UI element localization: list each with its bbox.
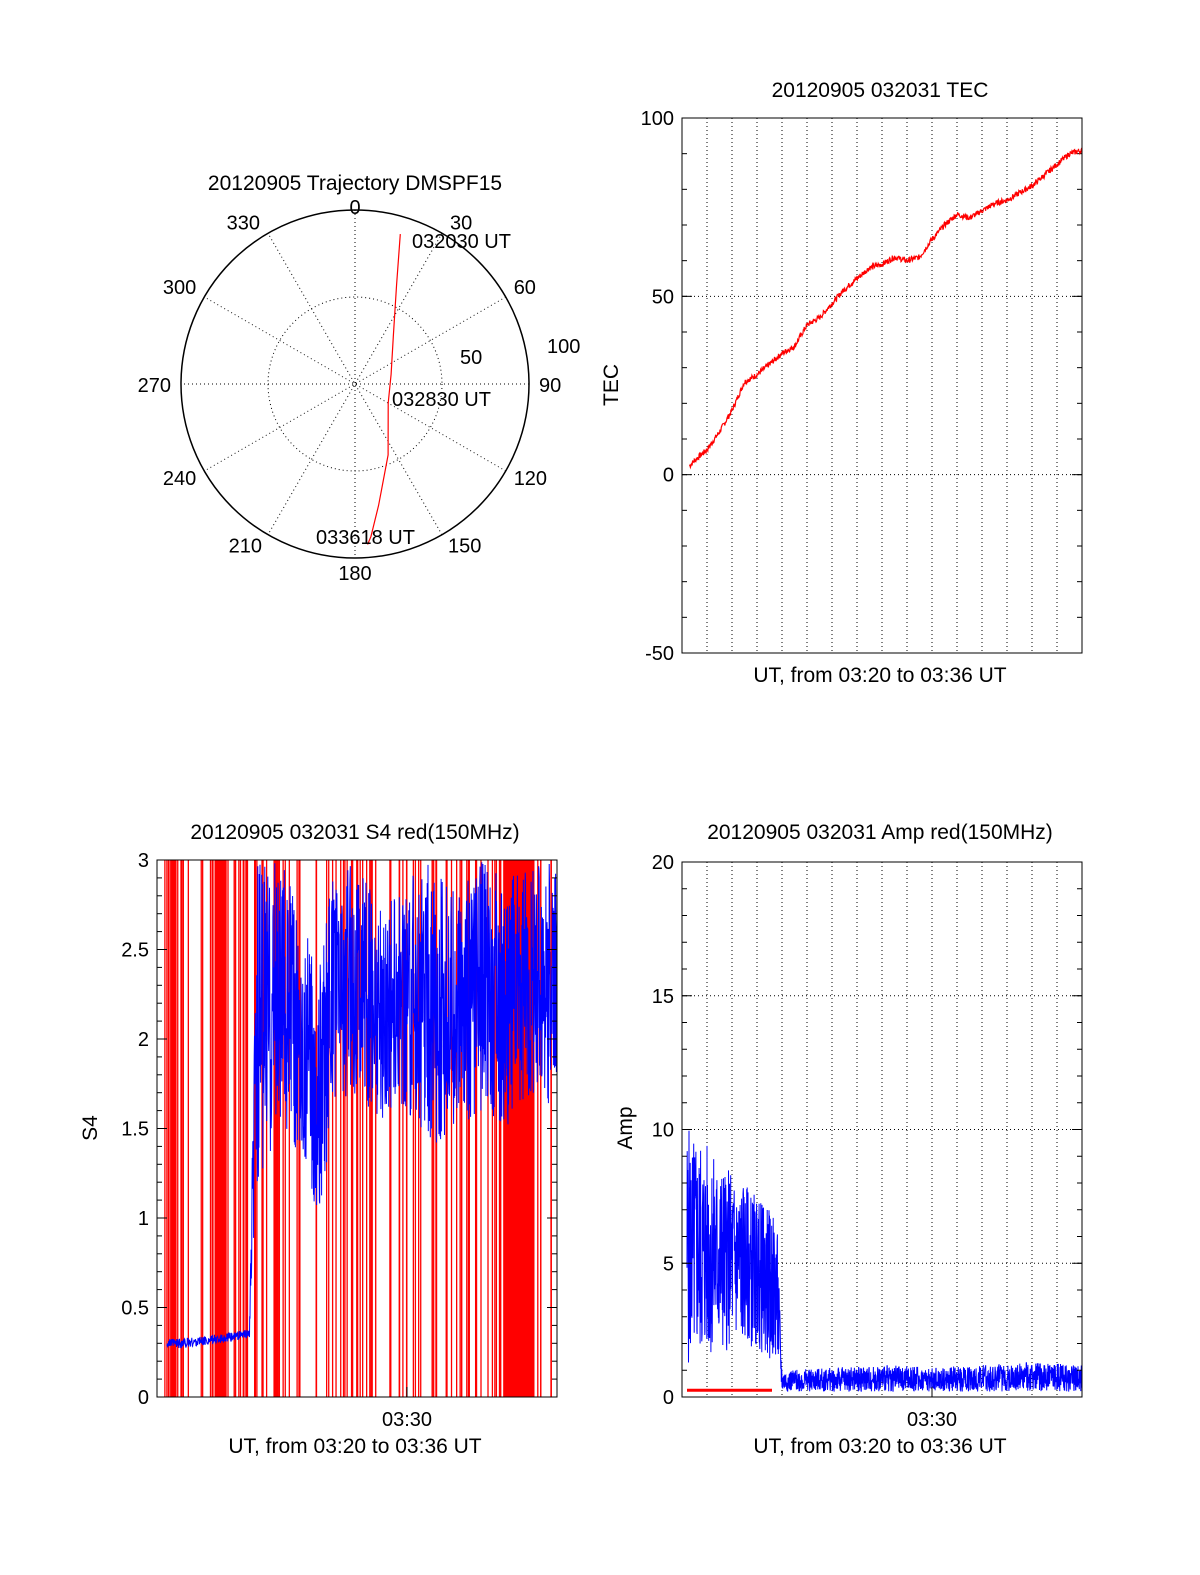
- polar-inner-ring: [267, 296, 443, 472]
- azimuth-label: 0: [349, 197, 360, 219]
- trajectory-annotations: 032030 UT 032830 UT 033618 UT: [316, 231, 511, 549]
- radial-label: 50: [460, 347, 482, 369]
- tec-ticks: -50 0 50 100: [641, 108, 1082, 665]
- y-tick-label: 0: [663, 1387, 674, 1409]
- y-tick-label: 100: [641, 108, 674, 130]
- azimuth-label: 330: [227, 212, 260, 234]
- y-tick-label: 10: [652, 1120, 674, 1142]
- y-tick-label: 15: [652, 986, 674, 1008]
- tec-series-line: [688, 147, 1083, 470]
- trajectory-annotation: 032830 UT: [392, 389, 491, 411]
- radial-label: 100: [547, 336, 580, 358]
- s4-title: 20120905 032031 S4 red(150MHz): [190, 821, 519, 844]
- y-tick-label: 0.5: [121, 1298, 149, 1320]
- azimuth-label: 240: [163, 468, 196, 490]
- x-tick-label: 03:30: [382, 1409, 432, 1431]
- y-tick-label: 2: [138, 1029, 149, 1051]
- trajectory-annotation: 032030 UT: [412, 231, 511, 253]
- y-tick-label: 0: [663, 465, 674, 487]
- s4-panel: 20120905 032031 S4 red(150MHz) 0 0.5 1 1.5 2…: [79, 821, 558, 1458]
- amp-plot-frame: [681, 861, 1083, 1398]
- azimuth-label: 30: [450, 212, 472, 234]
- azimuth-label: 60: [514, 277, 536, 299]
- amp-blue-series: [686, 1130, 1083, 1392]
- y-tick-label: 1.5: [121, 1119, 149, 1141]
- polar-trajectory-panel: 20120905 Trajectory DMSPF15 0 30 60 90 120 15…: [138, 172, 581, 585]
- azimuth-label: 180: [338, 563, 371, 585]
- azimuth-label: 270: [138, 375, 171, 397]
- y-tick-label: 5: [663, 1253, 674, 1275]
- tec-xlabel: UT, from 03:20 to 03:36 UT: [753, 664, 1006, 687]
- s4-blue-series: [166, 862, 558, 1349]
- y-tick-label: 20: [652, 852, 674, 874]
- trajectory-line: [367, 234, 401, 545]
- y-tick-label: 50: [652, 286, 674, 308]
- y-tick-label: -50: [645, 643, 674, 665]
- amp-panel: 20120905 032031 Amp red(150MHz) 0 5 10 15 20…: [614, 821, 1083, 1458]
- s4-ylabel: S4: [79, 1115, 102, 1141]
- amp-ticks: 0 5 10 15 20 03:30: [652, 852, 1082, 1431]
- tec-plot-frame: [681, 117, 1083, 654]
- azimuth-label: 120: [514, 468, 547, 490]
- s4-red-block: [172, 860, 175, 1397]
- s4-red-block: [214, 860, 225, 1397]
- polar-grid: [180, 209, 530, 559]
- azimuth-label: 300: [163, 277, 196, 299]
- y-tick-label: 2.5: [121, 940, 149, 962]
- amp-ylabel: Amp: [614, 1106, 637, 1149]
- s4-xlabel: UT, from 03:20 to 03:36 UT: [228, 1435, 481, 1458]
- y-tick-label: 0: [138, 1387, 149, 1409]
- tec-panel: 20120905 032031 TEC -50 0 50 100 UT, from 0…: [600, 79, 1083, 687]
- s4-plot-frame: [156, 859, 558, 1398]
- polar-labels: 0 30 60 90 120 150 180 210 240 270 300 330 50 100: [138, 197, 581, 585]
- x-tick-label: 03:30: [907, 1409, 957, 1431]
- tec-title: 20120905 032031 TEC: [772, 79, 989, 102]
- azimuth-label: 150: [448, 536, 481, 558]
- azimuth-label: 210: [229, 536, 262, 558]
- azimuth-label: 90: [539, 375, 561, 397]
- s4-red-block: [274, 860, 277, 1397]
- s4-ticks: 0 0.5 1 1.5 2 2.5 3 03:30: [121, 850, 557, 1431]
- tec-grid: [682, 118, 1082, 653]
- polar-title: 20120905 Trajectory DMSPF15: [208, 172, 502, 195]
- amp-xlabel: UT, from 03:20 to 03:36 UT: [753, 1435, 1006, 1458]
- amp-title: 20120905 032031 Amp red(150MHz): [707, 821, 1053, 844]
- amp-grid: [682, 862, 1082, 1397]
- y-tick-label: 3: [138, 850, 149, 872]
- y-tick-label: 1: [138, 1208, 149, 1230]
- trajectory-annotation: 033618 UT: [316, 527, 415, 549]
- tec-ylabel: TEC: [600, 364, 623, 406]
